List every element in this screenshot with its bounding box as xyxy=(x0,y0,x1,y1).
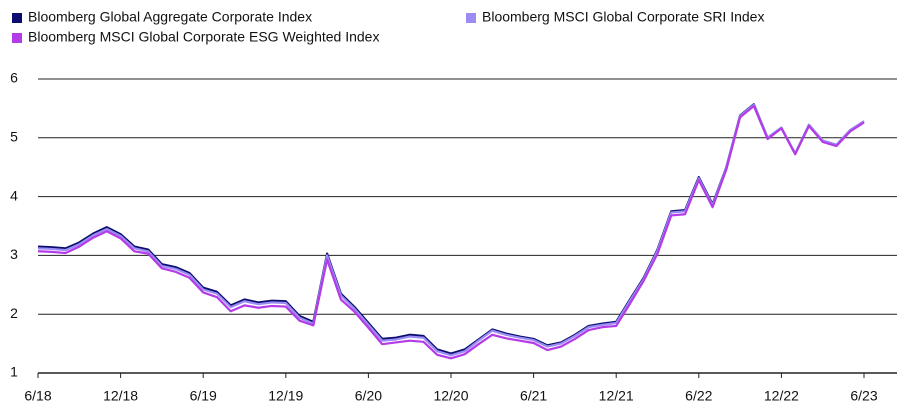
y-tick-label: 2 xyxy=(10,305,18,321)
x-tick-label: 12/19 xyxy=(268,388,303,404)
series-line xyxy=(37,104,865,360)
series-line xyxy=(37,103,865,357)
legend-label: Bloomberg Global Aggregate Corporate Ind… xyxy=(28,9,312,25)
y-tick-label: 4 xyxy=(10,187,18,203)
x-tick-label: 12/22 xyxy=(764,388,799,404)
x-tick-label: 6/18 xyxy=(24,388,51,404)
x-tick-label: 6/20 xyxy=(355,388,382,404)
x-tick-label: 6/22 xyxy=(685,388,712,404)
x-tick-label: 6/23 xyxy=(850,388,877,404)
legend-swatch xyxy=(466,13,476,23)
y-tick-label: 3 xyxy=(10,246,18,262)
x-tick-label: 6/21 xyxy=(520,388,547,404)
y-tick-label: 1 xyxy=(10,364,18,380)
x-tick-label: 12/20 xyxy=(433,388,468,404)
x-tick-label: 12/21 xyxy=(599,388,634,404)
legend-swatch xyxy=(12,13,22,23)
legend-label: Bloomberg MSCI Global Corporate ESG Weig… xyxy=(28,29,379,45)
legend-swatch xyxy=(12,33,22,43)
x-tick-label: 12/18 xyxy=(103,388,138,404)
y-tick-label: 5 xyxy=(10,129,18,145)
series-line xyxy=(37,103,865,355)
y-tick-label: 6 xyxy=(10,70,18,86)
x-tick-label: 6/19 xyxy=(190,388,217,404)
legend-label: Bloomberg MSCI Global Corporate SRI Inde… xyxy=(482,9,764,25)
